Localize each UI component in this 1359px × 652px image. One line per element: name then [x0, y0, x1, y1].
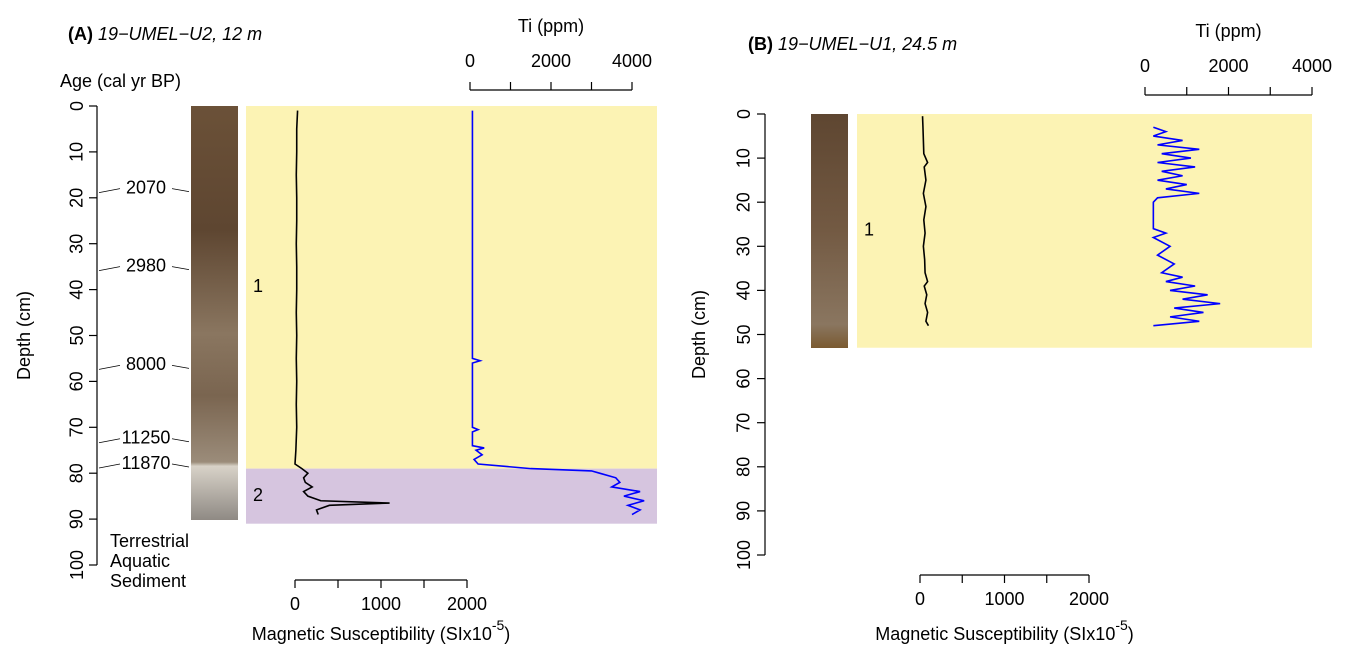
x-axis-title-end: )	[1128, 624, 1134, 644]
age-arrow	[98, 438, 121, 444]
x2-tick-label: 0	[1140, 56, 1150, 76]
y-tick-label: 100	[734, 540, 754, 570]
x-tick-label: 2000	[1069, 589, 1109, 609]
y-tick-label: 90	[734, 501, 754, 521]
core-photo	[191, 106, 238, 520]
x-axis-title-text: Magnetic Susceptibility (SIx10	[875, 624, 1115, 644]
y-tick-label: 70	[734, 413, 754, 433]
y-tick-label: 20	[734, 192, 754, 212]
y-tick-label: 30	[734, 236, 754, 256]
legend-entry: Aquatic	[110, 551, 170, 571]
age-label: 2980	[126, 255, 166, 275]
age-arrow	[171, 188, 190, 193]
profile-line	[294, 110, 390, 515]
x-axis-title: Magnetic Susceptibility (SIx10-5)	[252, 617, 511, 644]
y-tick-label: 60	[67, 371, 87, 391]
panel-title: (B) 19−UMEL−U1, 24.5 m	[748, 34, 957, 54]
age-label: 11250	[122, 428, 171, 448]
x2-tick-label: 2000	[531, 51, 571, 71]
age-arrow	[171, 364, 190, 369]
y-tick-label: 10	[734, 148, 754, 168]
x-tick-label: 1000	[984, 589, 1024, 609]
y-tick-label: 90	[67, 509, 87, 529]
y-tick-label: 20	[67, 188, 87, 208]
x-tick-label: 2000	[447, 594, 487, 614]
x-axis-title-text: Magnetic Susceptibility (SIx10	[252, 624, 492, 644]
y-tick-label: 100	[67, 550, 87, 580]
x2-tick-label: 4000	[1292, 56, 1332, 76]
panel-tag: (A)	[68, 24, 93, 44]
age-arrow	[98, 188, 121, 194]
age-label: 8000	[126, 354, 166, 374]
y-tick-label: 0	[67, 101, 87, 111]
y-tick-label: 80	[67, 463, 87, 483]
y-tick-label: 50	[734, 324, 754, 344]
age-arrow	[171, 463, 190, 468]
x2-axis-title: Ti (ppm)	[518, 16, 584, 36]
panel-title-text: 19−UMEL−U1, 24.5 m	[778, 34, 957, 54]
y-tick-label: 70	[67, 417, 87, 437]
age-arrow	[98, 463, 121, 469]
x2-tick-label: 4000	[612, 51, 652, 71]
age-label: 2070	[126, 177, 166, 197]
y-tick-label: 80	[734, 457, 754, 477]
x-tick-label: 1000	[361, 594, 401, 614]
y-tick-label: 0	[734, 109, 754, 119]
x-tick-label: 0	[915, 589, 925, 609]
x-axis-title-exp: -5	[492, 617, 505, 633]
x-axis-title: Magnetic Susceptibility (SIx10-5)	[875, 617, 1134, 644]
x-axis-title-exp: -5	[1115, 617, 1128, 633]
y-axis-title: Depth (cm)	[689, 290, 709, 379]
y-tick-label: 40	[67, 280, 87, 300]
x-axis-title-end: )	[504, 624, 510, 644]
age-arrow	[171, 438, 190, 443]
y-tick-label: 10	[67, 142, 87, 162]
unit-label: 1	[253, 276, 263, 296]
y-tick-label: 50	[67, 325, 87, 345]
age-arrow	[98, 364, 121, 370]
y-tick-label: 30	[67, 234, 87, 254]
panel-title-text: 19−UMEL−U2, 12 m	[98, 24, 262, 44]
y-tick-label: 40	[734, 280, 754, 300]
profile-line	[921, 116, 930, 327]
y-tick-label: 60	[734, 369, 754, 389]
age-axis-title: Age (cal yr BP)	[60, 71, 181, 91]
panel-tag: (B)	[748, 34, 773, 54]
profile-line	[471, 110, 645, 516]
age-label: 11870	[122, 453, 171, 473]
unit-band	[246, 468, 657, 524]
x2-tick-label: 0	[465, 51, 475, 71]
unit-band	[246, 106, 657, 469]
legend-entry: Terrestrial	[110, 531, 189, 551]
legend-entry: Sediment	[110, 571, 186, 591]
unit-label: 2	[253, 485, 263, 505]
core-photo	[811, 114, 848, 348]
profile-line	[1151, 126, 1221, 327]
y-axis-title: Depth (cm)	[14, 291, 34, 380]
unit-band	[857, 114, 1312, 348]
x-tick-label: 0	[290, 594, 300, 614]
age-arrow	[171, 266, 190, 271]
x2-axis-title: Ti (ppm)	[1195, 21, 1261, 41]
unit-label: 1	[864, 220, 874, 240]
panel-title: (A) 19−UMEL−U2, 12 m	[68, 24, 262, 44]
age-arrow	[98, 266, 121, 272]
x2-tick-label: 2000	[1208, 56, 1248, 76]
